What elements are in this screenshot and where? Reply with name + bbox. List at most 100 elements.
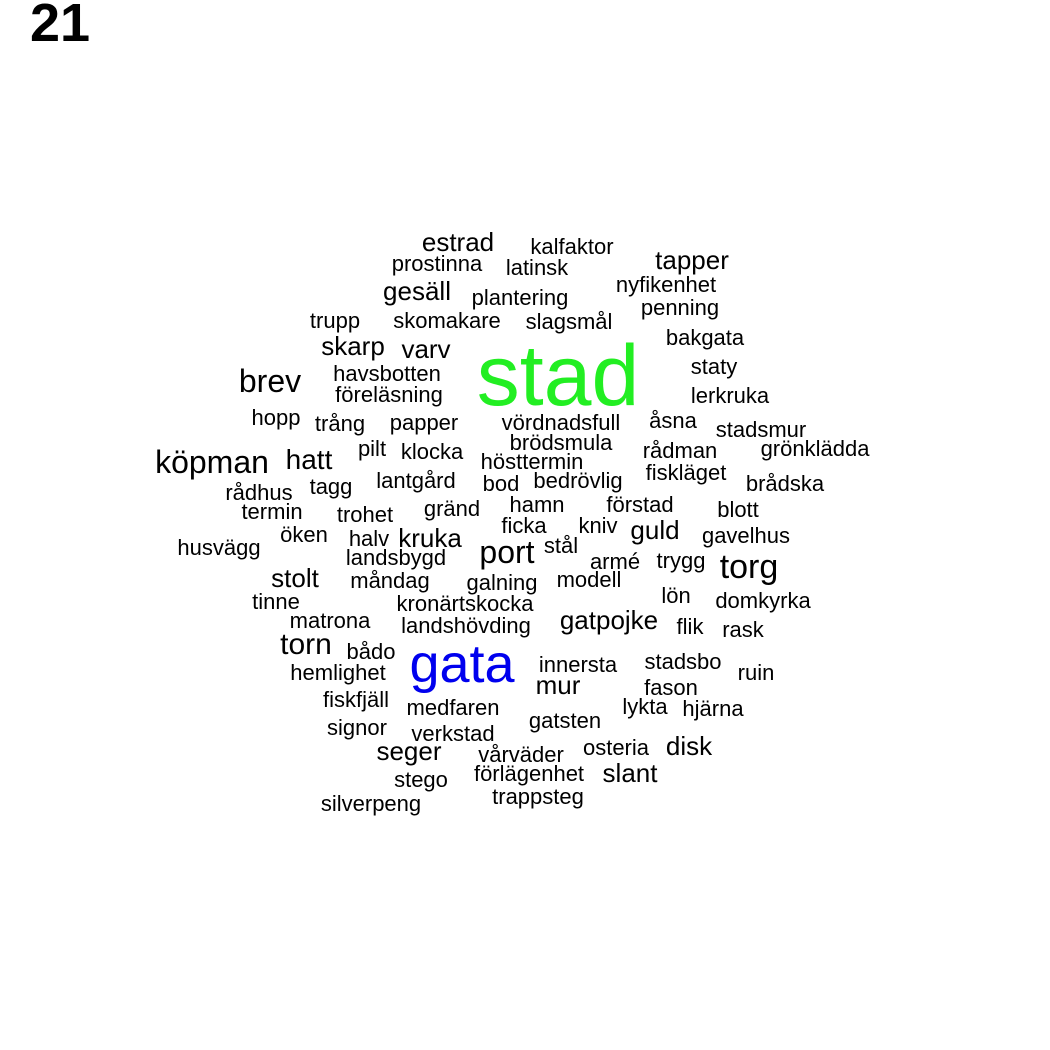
cloud-word: föreläsning <box>335 382 443 407</box>
cloud-word: kniv <box>578 513 618 538</box>
cloud-word: lykta <box>622 694 668 719</box>
cloud-word: åsna <box>649 408 697 433</box>
cloud-word: gata <box>409 634 515 694</box>
cloud-word: latinsk <box>505 255 569 280</box>
cloud-word: slant <box>602 758 658 788</box>
cloud-word: vårväder <box>478 742 564 767</box>
cloud-word: trappsteg <box>492 784 584 809</box>
cloud-word: fiskfjäll <box>322 687 390 712</box>
cloud-word: trång <box>314 411 366 436</box>
cloud-word: stad <box>476 328 640 424</box>
cloud-word: fiskläget <box>645 460 727 485</box>
cloud-word: förlägenhet <box>473 761 585 786</box>
cloud-word: seger <box>376 736 442 766</box>
cloud-word: slagsmål <box>525 309 613 334</box>
cloud-word: landsbygd <box>345 545 447 570</box>
cloud-word: hemlighet <box>290 660 386 685</box>
cloud-word: hatt <box>285 444 333 475</box>
cloud-word: blott <box>717 497 759 522</box>
cloud-word: vördnadsfull <box>501 410 621 435</box>
cloud-word: nyfikenhet <box>615 272 717 297</box>
cloud-word: brådska <box>745 471 825 496</box>
cloud-word: gesäll <box>383 276 451 306</box>
cloud-word: flik <box>676 614 704 639</box>
cloud-word: plantering <box>471 285 569 310</box>
cloud-word: prostinna <box>391 251 483 276</box>
cloud-word: skomakare <box>393 308 501 333</box>
cloud-word: kronärtskocka <box>396 591 534 616</box>
cloud-word: galning <box>466 570 538 595</box>
cloud-word: klocka <box>400 439 464 464</box>
cloud-word: port <box>479 534 535 570</box>
cloud-word: papper <box>389 410 459 435</box>
cloud-word: stadsbo <box>644 649 722 674</box>
cloud-word: trohet <box>336 502 394 527</box>
cloud-word: fason <box>644 675 698 700</box>
cloud-word: ficka <box>501 513 547 538</box>
cloud-word: öken <box>280 522 328 547</box>
cloud-word: lerkruka <box>690 383 770 408</box>
cloud-word: silverpeng <box>320 791 422 816</box>
cloud-word: bod <box>482 471 520 496</box>
cloud-word: domkyrka <box>715 588 811 613</box>
cloud-word: rådman <box>642 438 718 463</box>
cloud-word: hamn <box>509 492 565 517</box>
cloud-word: husvägg <box>177 535 261 560</box>
cloud-word: lantgård <box>376 468 456 493</box>
cloud-word: stadsmur <box>715 417 807 442</box>
cloud-word: mur <box>535 670 581 700</box>
cloud-word: guld <box>630 515 680 545</box>
cloud-word: stolt <box>271 563 319 593</box>
cloud-word: osteria <box>582 735 650 760</box>
cloud-word: penning <box>640 295 720 320</box>
cloud-word: lön <box>661 583 691 608</box>
cloud-word: bedrövlig <box>533 468 623 493</box>
cloud-word: varv <box>401 334 451 364</box>
cloud-word: brev <box>238 363 302 399</box>
cloud-word: termin <box>241 499 303 524</box>
figure-number: 21 <box>30 0 91 53</box>
cloud-word: hjärna <box>682 696 744 721</box>
cloud-word: signor <box>327 715 387 740</box>
cloud-word: köpman <box>155 444 269 480</box>
cloud-word: estrad <box>421 227 495 257</box>
cloud-word: hösttermin <box>480 449 584 474</box>
cloud-word: bakgata <box>665 325 745 350</box>
cloud-word: havsbotten <box>333 361 441 386</box>
cloud-word: stego <box>394 767 448 792</box>
cloud-word: trygg <box>656 548 706 573</box>
cloud-word: armé <box>589 549 641 574</box>
cloud-word: tagg <box>309 474 353 499</box>
cloud-word: halv <box>348 526 390 551</box>
cloud-word: gränd <box>423 496 481 521</box>
cloud-word: rask <box>722 617 764 642</box>
cloud-word: medfaren <box>406 695 500 720</box>
cloud-word: gatpojke <box>559 605 659 635</box>
cloud-word: rådhus <box>225 480 293 505</box>
cloud-word: verkstad <box>411 721 495 746</box>
cloud-word: tapper <box>655 245 729 275</box>
cloud-word: landshövding <box>401 613 531 638</box>
cloud-word: pilt <box>357 436 387 461</box>
cloud-word: stål <box>543 533 579 558</box>
cloud-word: kalfaktor <box>530 234 614 259</box>
cloud-word: torg <box>719 548 779 586</box>
cloud-word: matrona <box>289 608 371 633</box>
cloud-word: disk <box>665 731 713 761</box>
cloud-word: staty <box>690 354 738 379</box>
cloud-word: bådo <box>346 639 396 664</box>
cloud-word: ruin <box>737 660 775 685</box>
cloud-word: måndag <box>350 568 430 593</box>
cloud-word: kruka <box>398 523 462 553</box>
cloud-word: hopp <box>251 405 301 430</box>
cloud-word: gatsten <box>528 708 602 733</box>
cloud-word: gavelhus <box>701 523 791 548</box>
cloud-word: torn <box>280 628 332 661</box>
cloud-word: modell <box>556 567 622 592</box>
cloud-word: skarp <box>321 331 385 361</box>
cloud-word: brödsmula <box>509 430 613 455</box>
cloud-word: förstad <box>606 492 674 517</box>
cloud-word: innersta <box>538 652 618 677</box>
cloud-word: trupp <box>309 308 361 333</box>
